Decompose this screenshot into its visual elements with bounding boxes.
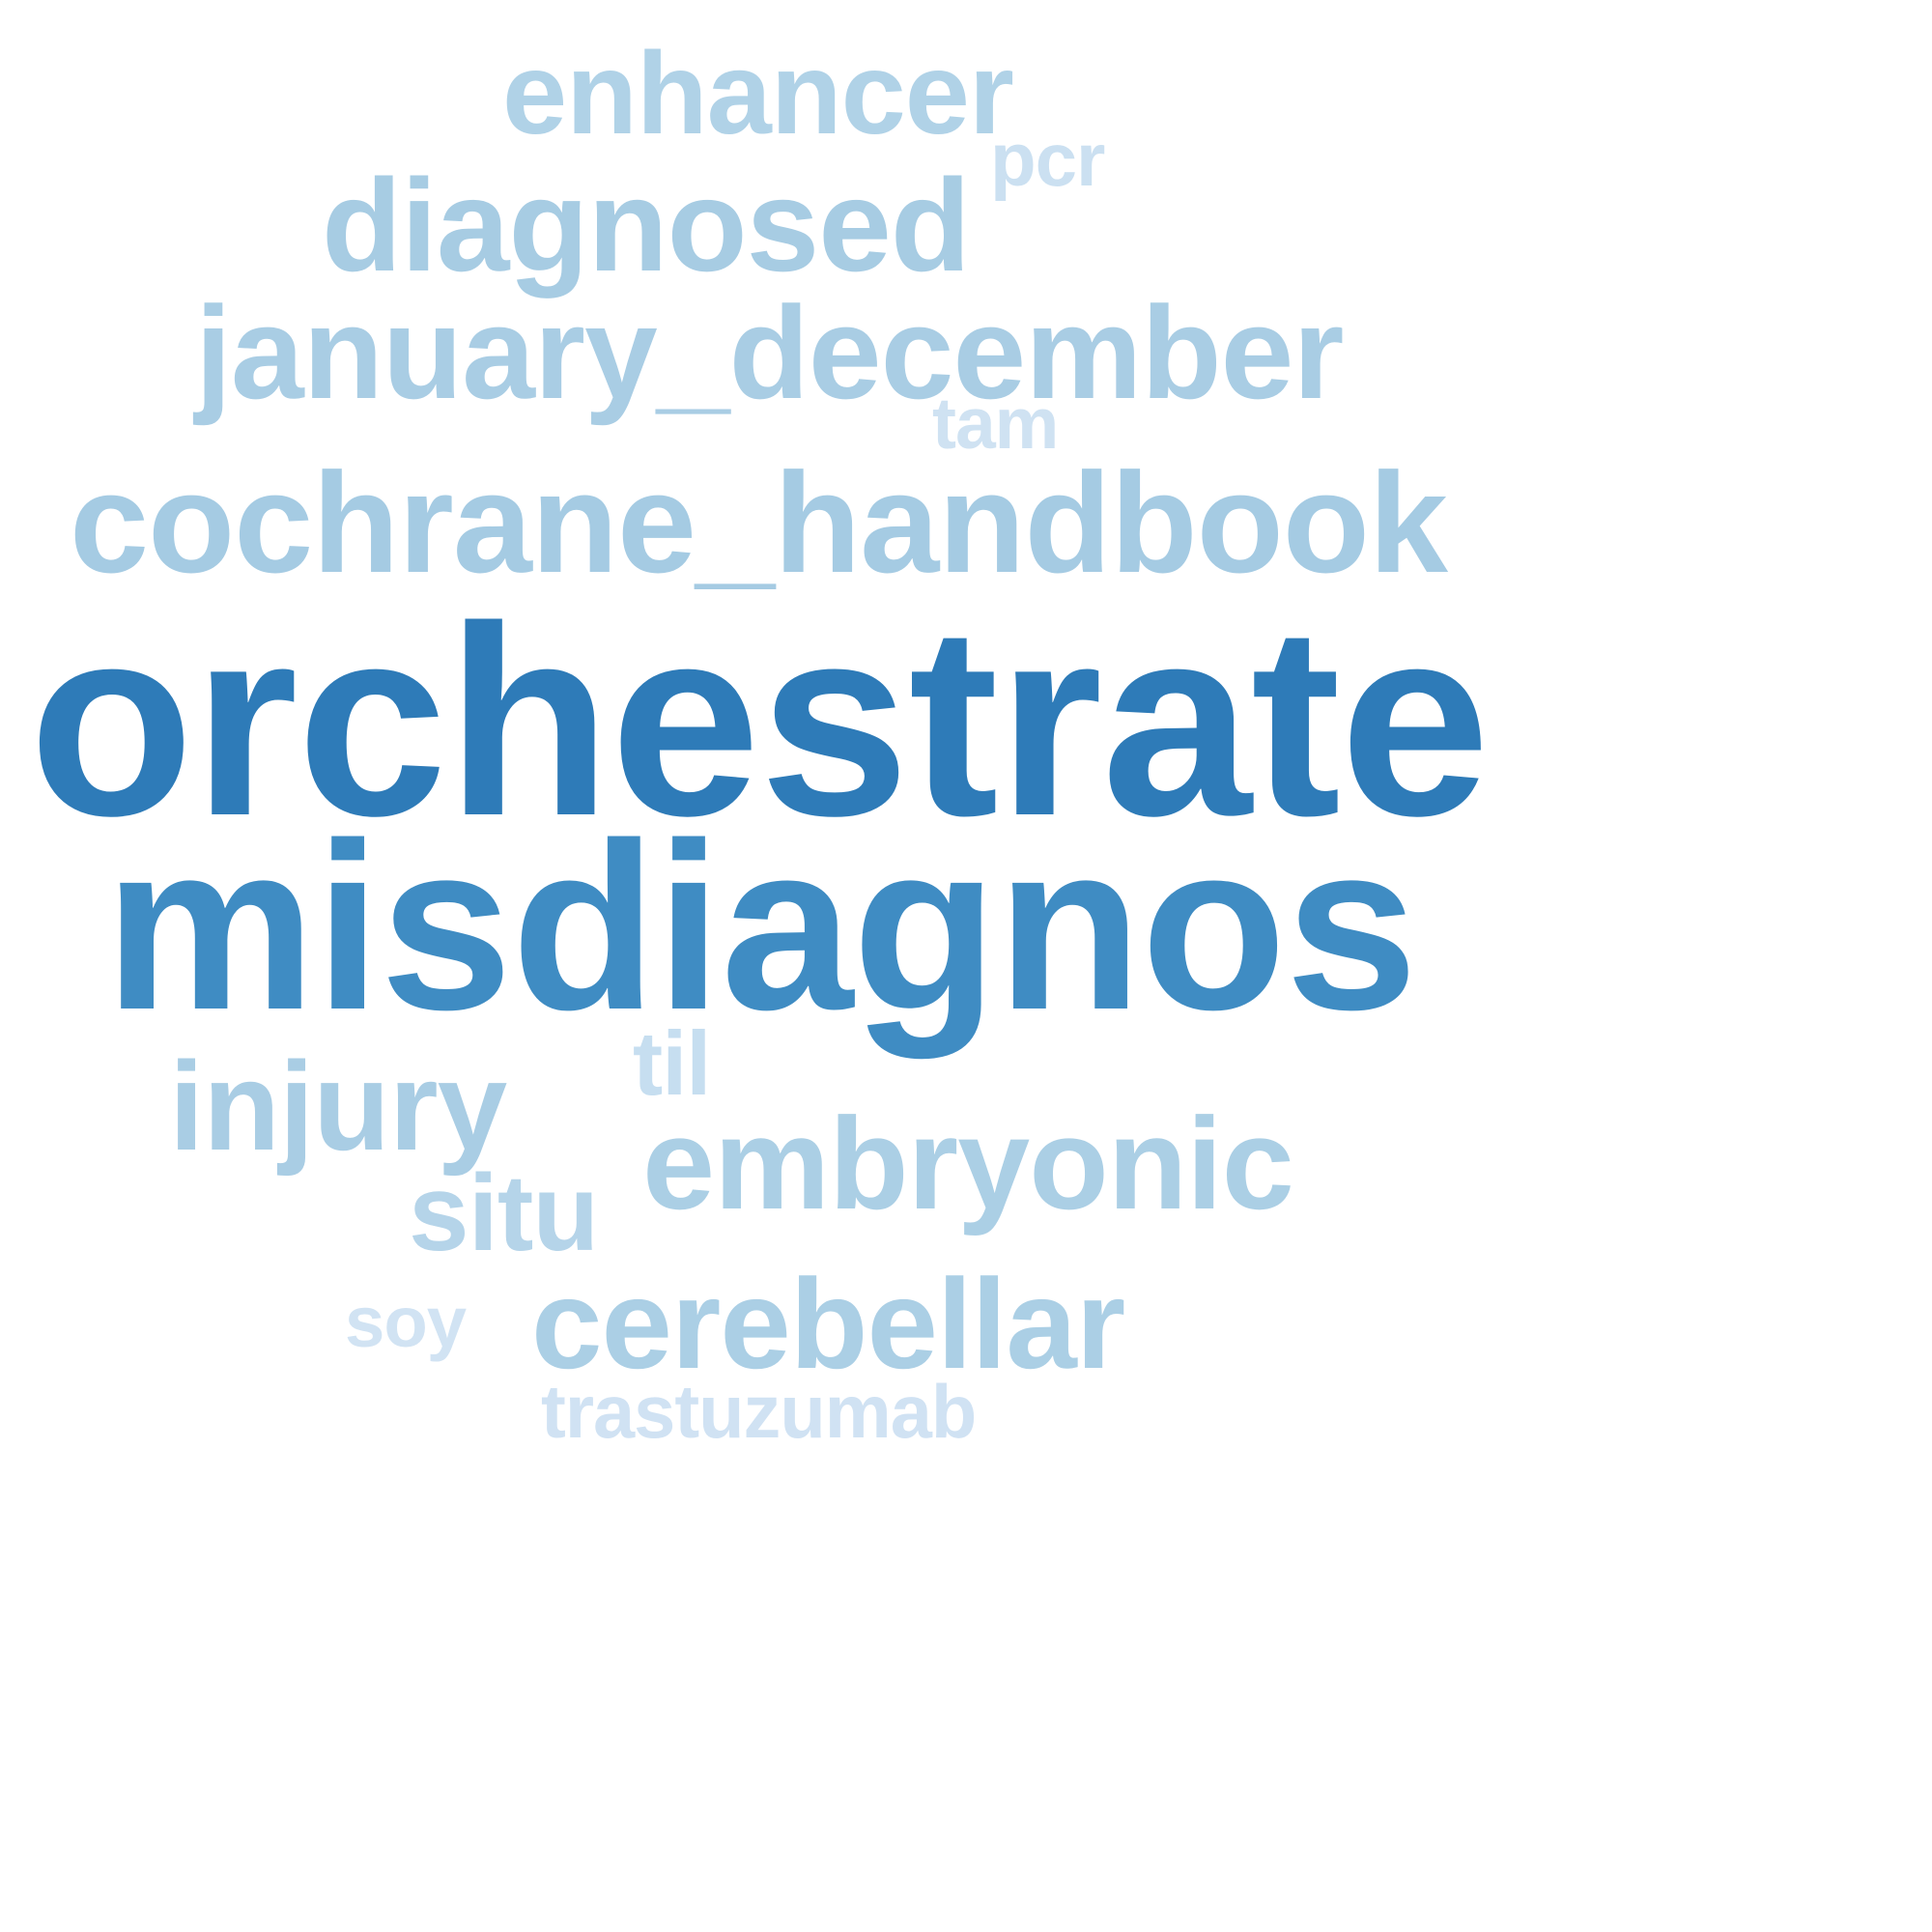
word-injury: injury	[169, 1035, 507, 1177]
word-enhancer: enhancer	[502, 27, 1014, 158]
word-trastuzumab: trastuzumab	[541, 1371, 977, 1455]
word-soy: soy	[345, 1281, 467, 1362]
word-january-december: january_december	[195, 278, 1344, 426]
word-situ: situ	[409, 1151, 599, 1273]
word-pcr: pcr	[990, 117, 1105, 202]
word-diagnosed: diagnosed	[322, 152, 971, 298]
word-orchestrate: orchestrate	[29, 570, 1490, 872]
word-embryonic: embryonic	[642, 1091, 1294, 1237]
word-cerebellar: cerebellar	[531, 1251, 1125, 1395]
word-misdiagnos: misdiagnos	[104, 794, 1418, 1061]
word-til: til	[633, 1012, 711, 1115]
word-tam: tam	[932, 383, 1059, 465]
word-cochrane-handbook: cochrane_handbook	[70, 443, 1448, 604]
